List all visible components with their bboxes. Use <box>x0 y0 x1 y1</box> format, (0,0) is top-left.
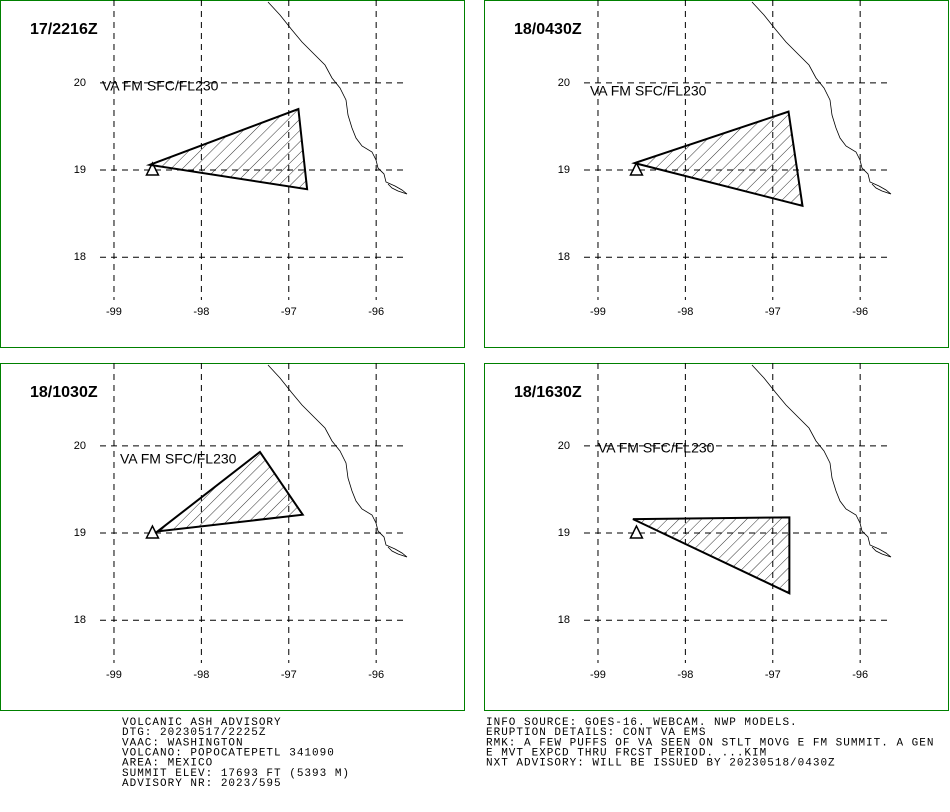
map-panel: -99 -98 -97 -96 18 19 20 18/1030Z VA FM SFC/FL23… <box>0 363 465 711</box>
x-tick-label: -96 <box>852 669 868 681</box>
x-tick-label: -98 <box>677 306 693 318</box>
y-tick-label: 20 <box>74 440 86 452</box>
panel-time: 18/1030Z <box>30 384 98 401</box>
y-tick-label: 19 <box>74 164 86 176</box>
panel-frame <box>484 0 949 348</box>
coastline <box>267 1 408 195</box>
advisory-line: VAAC: WASHINGTON <box>122 737 244 749</box>
x-tick-label: -99 <box>590 306 606 318</box>
ash-cloud <box>154 450 305 533</box>
x-tick-label: -98 <box>677 669 693 681</box>
advisory-line: VOLCANIC ASH ADVISORY <box>122 717 282 729</box>
y-tick-label: 18 <box>74 251 86 263</box>
advisory-line: ADVISORY NR: 2023/595 <box>122 778 282 790</box>
x-tick-label: -96 <box>852 306 868 318</box>
x-tick-label: -96 <box>368 306 384 318</box>
volcano-marker <box>145 524 160 539</box>
volcano-marker <box>629 161 644 176</box>
altitude-label: VA FM SFC/FL230 <box>102 78 219 94</box>
y-tick-label: 18 <box>558 251 570 263</box>
advisory-line: VOLCANO: POPOCATEPETL 341090 <box>122 748 335 760</box>
volcano-marker <box>145 161 160 176</box>
x-tick-label: -99 <box>106 669 122 681</box>
advisory-line: E MVT EXPCD THRU FRCST PERIOD. ...KIM <box>486 748 767 760</box>
advisory-line: SUMMIT ELEV: 17693 FT (5393 M) <box>122 768 350 780</box>
ash-cloud <box>145 107 309 191</box>
x-tick-label: -99 <box>106 306 122 318</box>
x-tick-label: -97 <box>281 306 297 318</box>
y-tick-label: 20 <box>74 77 86 89</box>
map-panel: -99 -98 -97 -96 18 19 20 18/1630Z VA FM SFC/FL23… <box>484 363 949 711</box>
advisory-line: AREA: MEXICO <box>122 758 213 770</box>
panel-frame <box>0 363 465 711</box>
x-tick-label: -97 <box>281 669 297 681</box>
advisory-line: INFO SOURCE: GOES-16. WEBCAM. NWP MODELS… <box>486 717 798 729</box>
y-tick-label: 20 <box>558 440 570 452</box>
map-panel: -99 -98 -97 -96 18 19 20 17/2216Z VA FM SFC/FL23… <box>0 0 465 348</box>
x-tick-label: -99 <box>590 669 606 681</box>
y-tick-label: 19 <box>558 164 570 176</box>
map-panel: -99 -98 -97 -96 18 19 20 18/0430Z VA FM SFC/FL23… <box>484 0 949 348</box>
panel-time: 18/0430Z <box>514 21 582 38</box>
x-tick-label: -96 <box>368 669 384 681</box>
coastline <box>751 1 892 195</box>
panel-frame <box>0 0 465 348</box>
panel-time: 17/2216Z <box>30 21 98 38</box>
advisory-line: RMK: A FEW PUFFS OF VA SEEN ON STLT MOVG… <box>486 737 934 749</box>
panel-time: 18/1630Z <box>514 384 582 401</box>
y-tick-label: 18 <box>558 614 570 626</box>
x-tick-label: -98 <box>193 669 209 681</box>
altitude-label: VA FM SFC/FL230 <box>598 440 715 456</box>
x-tick-label: -97 <box>765 669 781 681</box>
y-tick-label: 19 <box>558 527 570 539</box>
altitude-label: VA FM SFC/FL230 <box>120 451 237 467</box>
panel-frame <box>484 363 949 711</box>
y-tick-label: 19 <box>74 527 86 539</box>
advisory-line: DTG: 20230517/2225Z <box>122 727 266 739</box>
ash-cloud <box>631 110 804 208</box>
x-tick-label: -97 <box>765 306 781 318</box>
coastline <box>751 364 892 558</box>
advisory-line: NXT ADVISORY: WILL BE ISSUED BY 20230518… <box>486 758 836 770</box>
altitude-label: VA FM SFC/FL230 <box>590 83 707 99</box>
x-tick-label: -98 <box>193 306 209 318</box>
y-tick-label: 18 <box>74 614 86 626</box>
volcano-marker <box>629 524 644 539</box>
advisory-line: ERUPTION DETAILS: CONT VA EMS <box>486 727 706 739</box>
coastline <box>267 364 408 558</box>
ash-cloud <box>632 516 791 595</box>
y-tick-label: 20 <box>558 77 570 89</box>
